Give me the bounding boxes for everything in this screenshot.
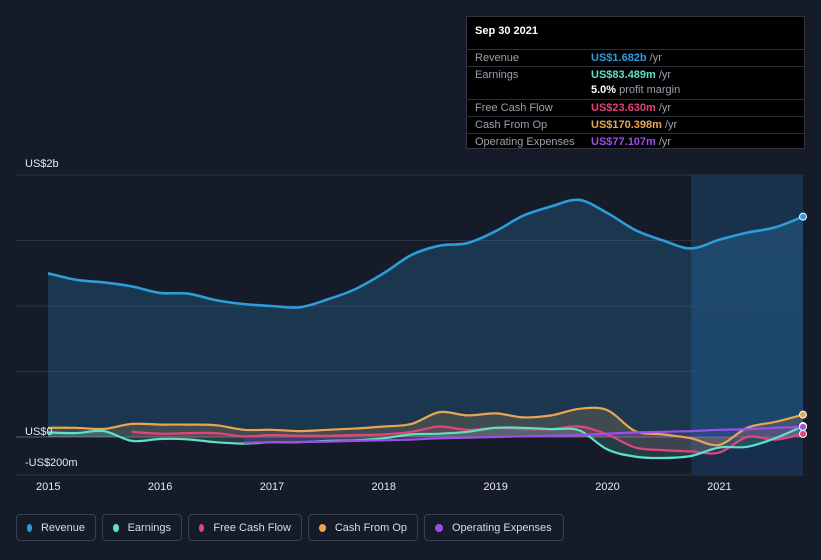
- tooltip-row-unit: /yr: [649, 52, 662, 64]
- legend-dot-icon: [113, 523, 119, 532]
- x-tick-label: 2017: [259, 481, 285, 493]
- legend-dot-icon: [319, 523, 326, 532]
- tooltip-row: Operating Expenses US$77.107m/yr: [467, 133, 804, 150]
- series-area-revenue: [48, 199, 803, 437]
- series-area-earnings: [48, 426, 803, 459]
- series-line-free-cash-flow: [131, 425, 804, 455]
- legend-item-free-cash-flow[interactable]: Free Cash Flow: [188, 514, 302, 541]
- x-tick-label: 2020: [595, 481, 620, 493]
- legend-item-revenue[interactable]: Revenue: [16, 514, 96, 541]
- x-tick-label: 2019: [483, 481, 508, 493]
- tooltip-row-unit: /yr: [658, 102, 672, 114]
- tooltip-row: 5.0% profit margin: [467, 82, 804, 98]
- tooltip-row-unit: profit margin: [619, 84, 681, 96]
- tooltip-row: Cash From Op US$170.398m/yr: [467, 116, 804, 133]
- tooltip-row-unit: /yr: [658, 69, 672, 81]
- legend-label: Operating Expenses: [452, 521, 552, 534]
- legend-label: Cash From Op: [334, 521, 407, 534]
- tooltip-row-value: US$170.398m/yr: [591, 119, 678, 131]
- legend-item-operating-expenses[interactable]: Operating Expenses: [424, 514, 564, 541]
- legend-dot-icon: [435, 523, 443, 532]
- tooltip-row-unit: /yr: [658, 136, 672, 148]
- tooltip-row: Free Cash Flow US$23.630m/yr: [467, 99, 804, 116]
- series-line-revenue: [47, 198, 804, 309]
- tooltip-row-label: Cash From Op: [475, 119, 548, 131]
- tooltip-row-label: Operating Expenses: [475, 136, 575, 148]
- series-end-marker-operating-expenses: [799, 422, 807, 431]
- y-axis-label-bottom: -US$200m: [25, 457, 78, 469]
- legend-label: Free Cash Flow: [213, 521, 291, 534]
- tooltip: Sep 30 2021 Revenue US$1.682b/yr Earnings U…: [466, 16, 805, 149]
- tooltip-row-unit: /yr: [664, 119, 678, 131]
- legend-item-earnings[interactable]: Earnings: [102, 514, 182, 541]
- x-tick-label: 2015: [36, 481, 61, 493]
- tooltip-date: Sep 30 2021: [475, 25, 538, 37]
- y-axis-label-top: US$2b: [25, 158, 59, 170]
- legend-label: Revenue: [40, 521, 85, 534]
- tooltip-row-label: Earnings: [475, 69, 519, 81]
- tooltip-row-value: US$1.682b/yr: [591, 52, 662, 64]
- x-tick-label: 2016: [147, 481, 173, 493]
- series-end-marker-free-cash-flow: [799, 429, 807, 438]
- tooltip-row-value: US$77.107m/yr: [591, 136, 672, 148]
- tooltip-row-value: 5.0% profit margin: [591, 84, 681, 96]
- series-end-marker-cash-from-op: [799, 410, 807, 419]
- legend-dot-icon: [199, 523, 205, 532]
- x-tick-label: 2021: [707, 481, 732, 493]
- x-tick-label: 2018: [371, 481, 397, 493]
- tooltip-row-label: Revenue: [475, 52, 520, 64]
- series-end-marker-revenue: [799, 212, 807, 221]
- series-line-cash-from-op: [47, 406, 804, 447]
- chart-canvas: [16, 174, 807, 476]
- series-line-earnings: [47, 425, 804, 460]
- tooltip-row: Revenue US$1.682b/yr: [467, 49, 804, 66]
- tooltip-row-value: US$23.630m/yr: [591, 102, 672, 114]
- y-axis-label-zero: US$0: [25, 426, 53, 438]
- legend-label: Earnings: [127, 521, 171, 534]
- tooltip-row-value: US$83.489m/yr: [591, 69, 672, 81]
- tooltip-row-label: Free Cash Flow: [475, 102, 553, 114]
- legend-dot-icon: [27, 523, 32, 532]
- series-line-operating-expenses: [243, 425, 804, 444]
- legend-item-cash-from-op[interactable]: Cash From Op: [308, 514, 418, 541]
- tooltip-row: Earnings US$83.489m/yr: [467, 66, 804, 83]
